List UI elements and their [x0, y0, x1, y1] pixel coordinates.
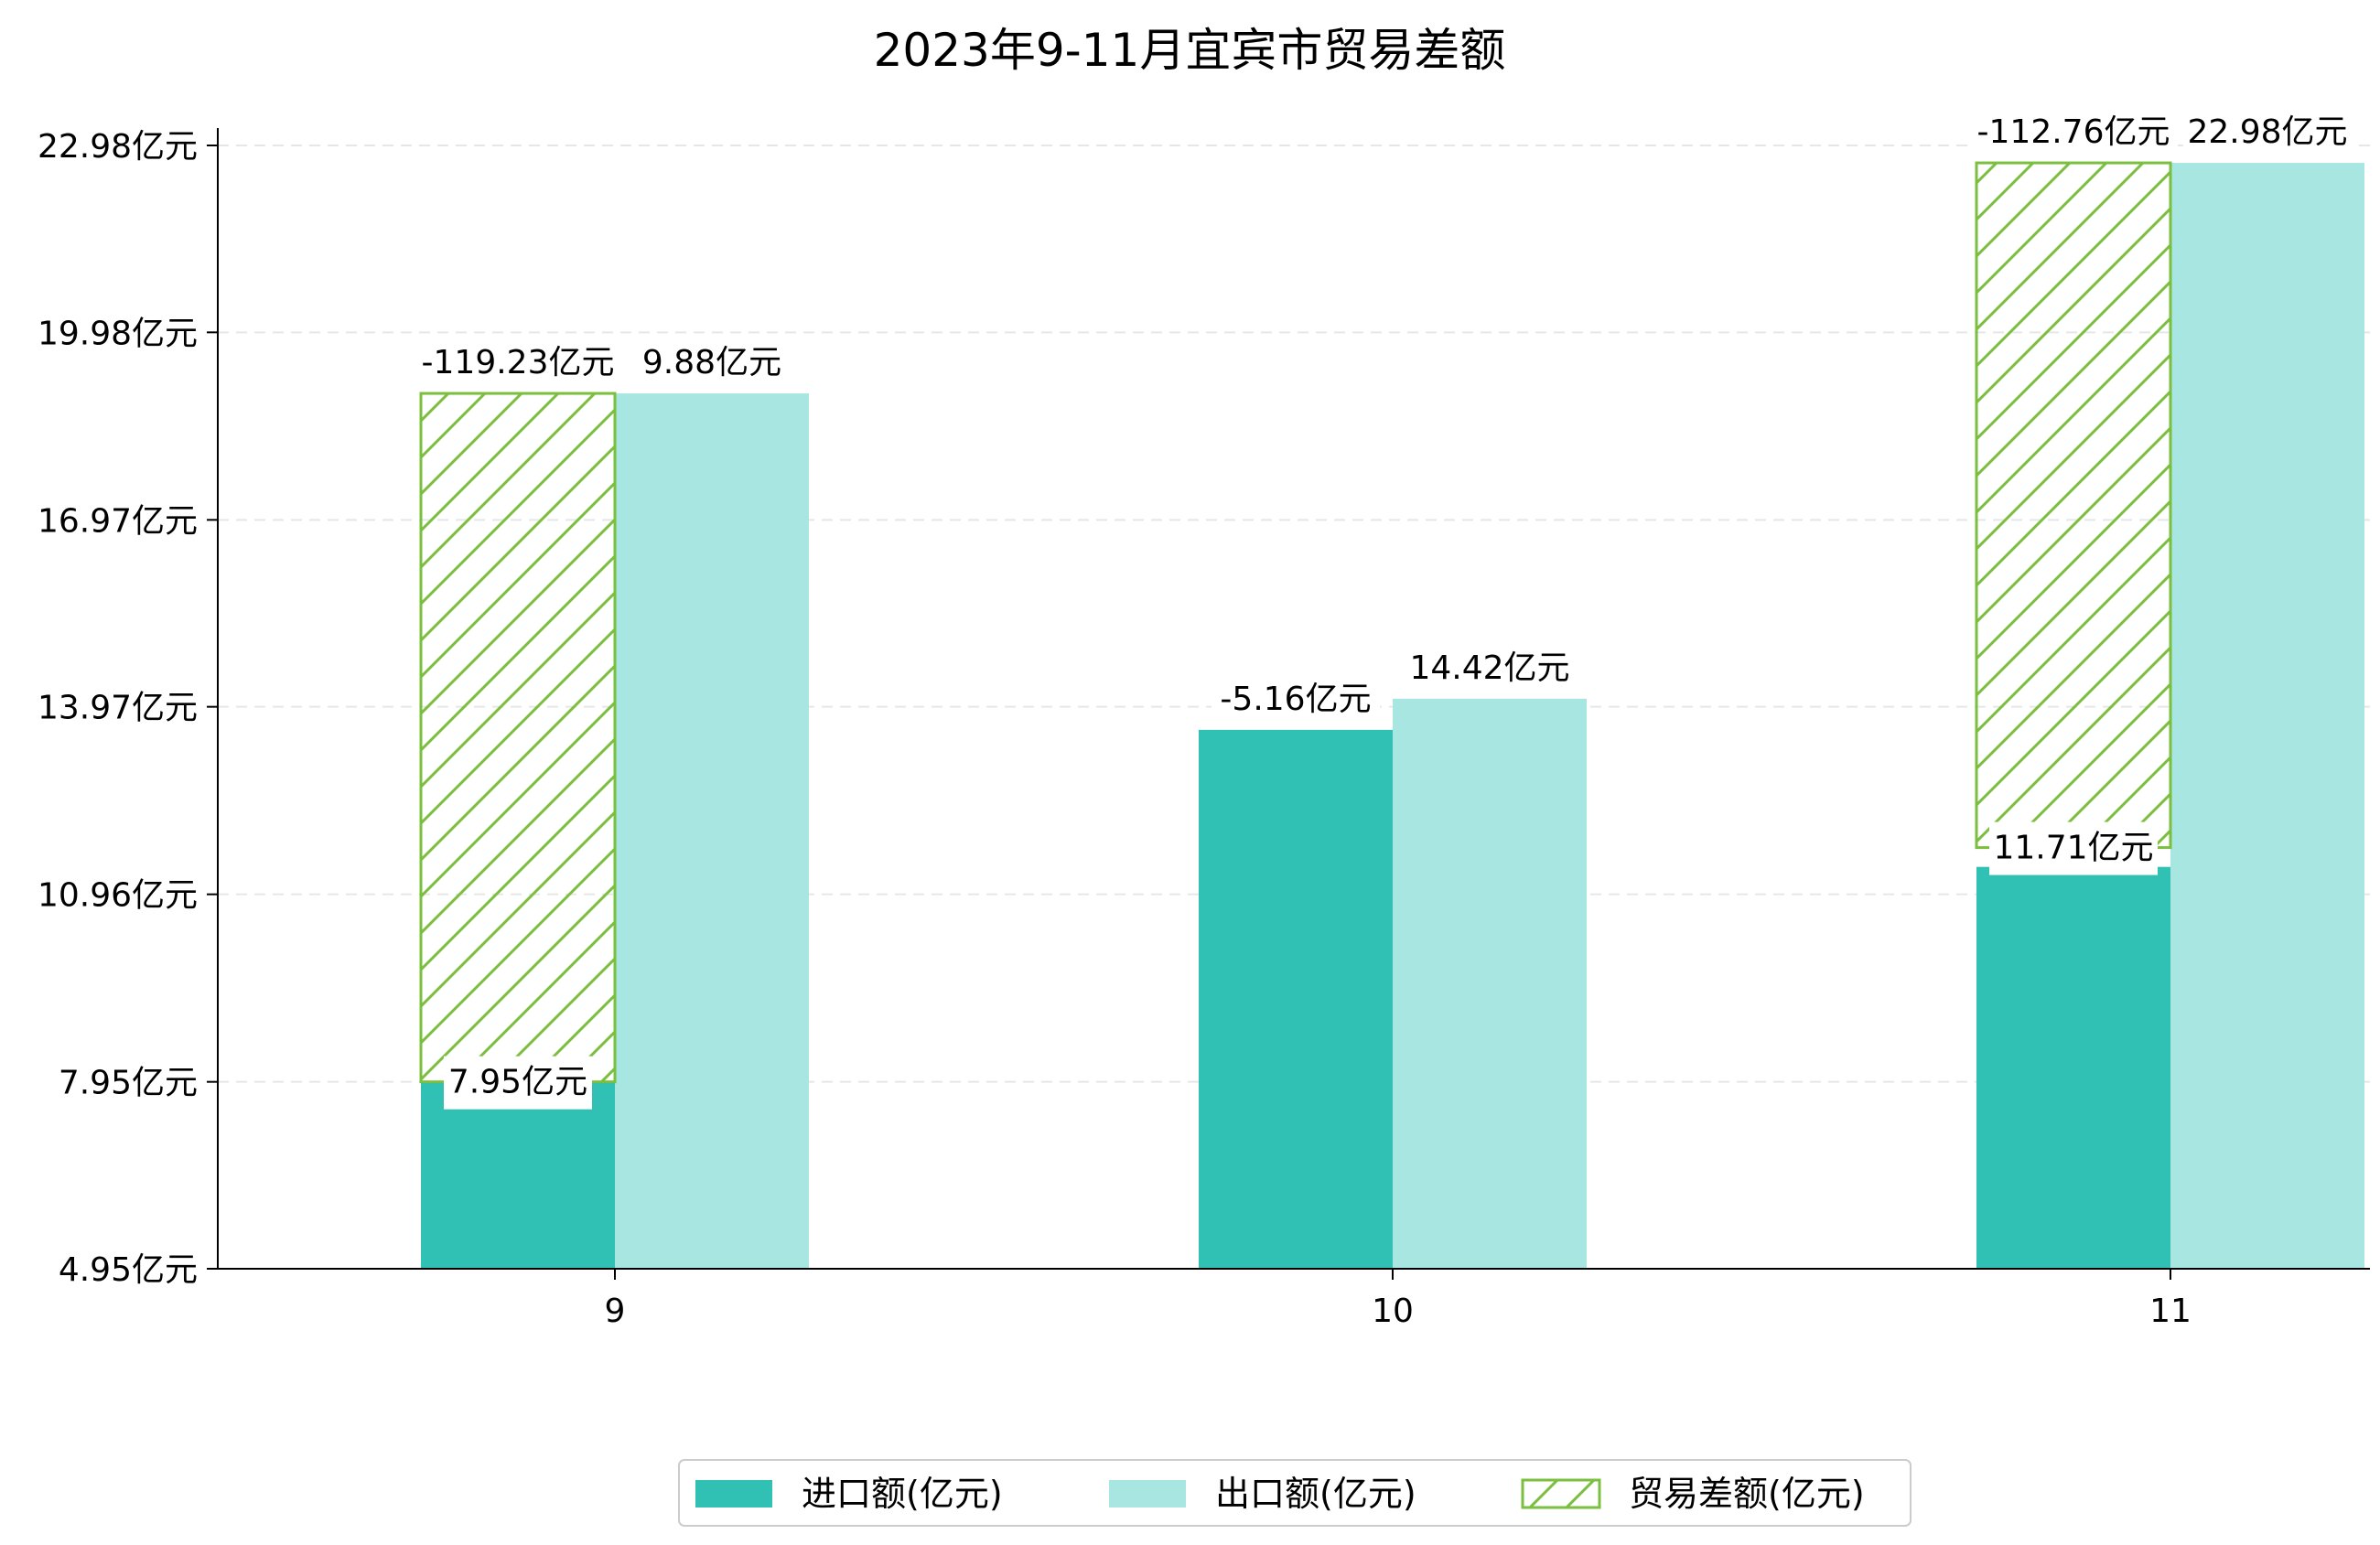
balance-value-label: -112.76亿元 [1969, 106, 2178, 160]
export-value-label: 14.42亿元 [1405, 641, 1574, 695]
import-bar [1199, 729, 1393, 1269]
export-value-label: 22.98亿元 [2183, 106, 2352, 160]
balance-bar [1975, 161, 2172, 850]
import-value-label: 7.95亿元 [444, 1056, 592, 1110]
import-bar [421, 1081, 615, 1269]
legend: 进口额(亿元) 出口额(亿元) 贸易差额(亿元) [678, 1459, 1912, 1527]
x-tick-label: 10 [1372, 1293, 1414, 1330]
y-tick-label: 4.95亿元 [59, 1251, 198, 1289]
export-value-label-text: 14.42亿元 [1409, 649, 1569, 687]
balance-value-label-text: -5.16亿元 [1220, 681, 1371, 718]
import-bar [1976, 866, 2170, 1269]
balance-value-label: -119.23亿元 [414, 337, 622, 391]
export-bar [1393, 698, 1587, 1269]
balance-value-label: -5.16亿元 [1212, 672, 1380, 726]
balance-bar [419, 392, 617, 1084]
axes: 4.95亿元 7.95亿元 10.96亿元 13.97亿元 16.97亿元 19.98亿元… [38, 128, 2370, 1330]
data-labels: 7.95亿元 9.88亿元 -119.23亿元 14.42亿元 -5.16亿元 11.71… [414, 106, 2352, 1110]
y-tick-label: 19.98亿元 [38, 315, 198, 352]
legend-label: 出口额(亿元) [1215, 1474, 1416, 1514]
x-tick-label: 9 [605, 1293, 626, 1330]
legend-box [678, 1459, 1912, 1527]
import-value-label-text: 7.95亿元 [448, 1064, 587, 1101]
import-value-label-text: 11.71亿元 [1993, 830, 2153, 867]
y-tick-label: 22.98亿元 [38, 128, 198, 166]
legend-label: 贸易差额(亿元) [1629, 1474, 1865, 1514]
export-value-label-text: 22.98亿元 [2187, 113, 2347, 151]
legend-swatch [1109, 1480, 1186, 1507]
y-tick-label: 10.96亿元 [38, 877, 198, 915]
legend-item: 贸易差额(亿元) [1521, 1474, 1865, 1514]
balance-value-label-text: -119.23亿元 [422, 344, 615, 381]
x-tick-label: 11 [2149, 1293, 2192, 1330]
export-value-label: 9.88亿元 [638, 337, 786, 391]
legend-swatch [695, 1480, 772, 1507]
export-bar [2170, 163, 2364, 1269]
legend-item: 进口额(亿元) [695, 1474, 1003, 1514]
export-value-label-text: 9.88亿元 [642, 344, 781, 381]
legend-item: 出口额(亿元) [1109, 1474, 1416, 1514]
legend-swatch [1521, 1478, 1601, 1509]
y-tick-label: 7.95亿元 [59, 1065, 198, 1102]
import-value-label: 11.71亿元 [1989, 821, 2158, 875]
y-tick-label: 16.97亿元 [38, 502, 198, 540]
chart-title: 2023年9-11月宜宾市贸易差额 [874, 24, 1506, 77]
legend-label: 进口额(亿元) [802, 1474, 1003, 1514]
y-tick-label: 13.97亿元 [38, 690, 198, 727]
export-bar [615, 393, 809, 1270]
bars [419, 161, 2364, 1270]
balance-value-label-text: -112.76亿元 [1977, 113, 2170, 151]
